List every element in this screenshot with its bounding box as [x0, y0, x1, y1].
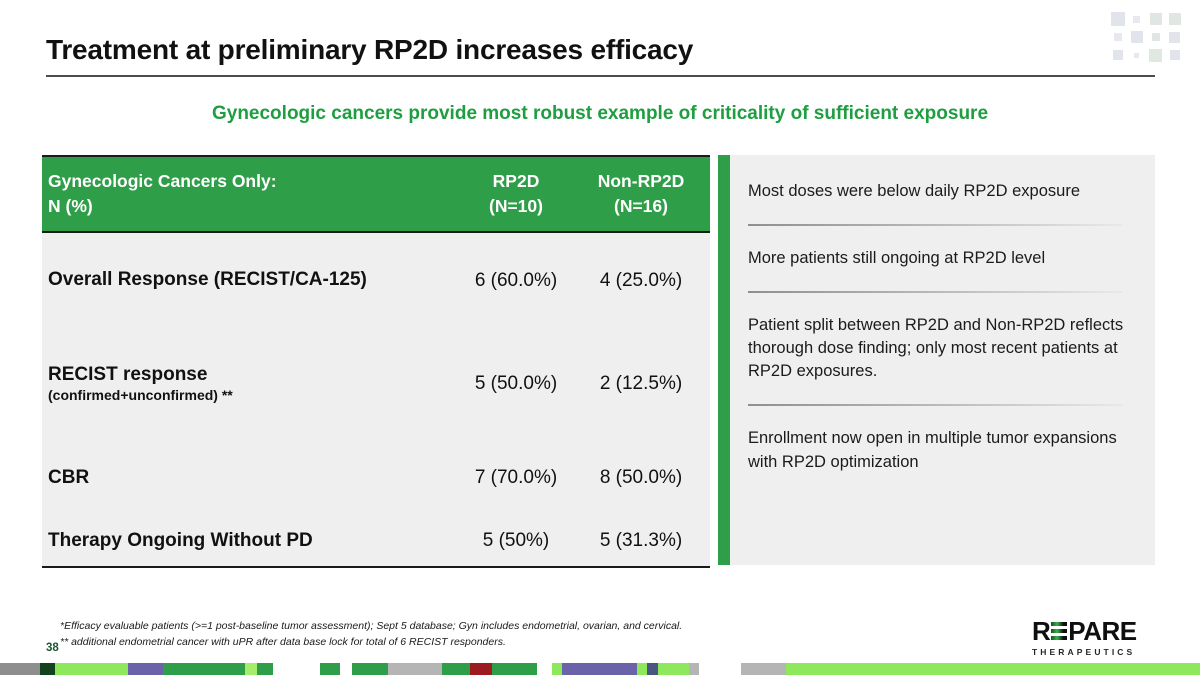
note-item: Patient split between RP2D and Non-RP2D … [748, 316, 1124, 381]
notes-panel: Most doses were below daily RP2D exposur… [718, 155, 1155, 565]
table-header-label-column: Gynecologic Cancers Only: N (%) [42, 169, 460, 220]
table-row: RECIST response (confirmed+unconfirmed) … [42, 328, 710, 440]
note-item: Enrollment now open in multiple tumor ex… [748, 429, 1117, 471]
note-divider [748, 404, 1124, 407]
note-divider [748, 291, 1124, 294]
notes-body: Most doses were below daily RP2D exposur… [730, 155, 1155, 565]
row-label: Overall Response (RECIST/CA-125) [48, 269, 367, 291]
table-header-nonrp2d-line1: Non-RP2D [597, 170, 685, 191]
note-item: More patients still ongoing at RP2D leve… [748, 249, 1046, 268]
corner-squares-decoration-icon [1108, 10, 1184, 64]
row-label: CBR [48, 466, 90, 488]
efficacy-table: Gynecologic Cancers Only: N (%) RP2D (N=… [42, 155, 710, 568]
row-rp2d-value: 7 (70.0%) [474, 467, 558, 488]
table-row: Therapy Ongoing Without PD 5 (50%) 5 (31… [42, 516, 710, 566]
row-nonrp2d-value: 5 (31.3%) [599, 530, 683, 551]
row-nonrp2d-value: 8 (50.0%) [599, 467, 683, 488]
logo-subtext: THERAPEUTICS [1032, 647, 1136, 657]
footnote-line: *Efficacy evaluable patients (>=1 post-b… [60, 620, 683, 632]
row-rp2d-value: 5 (50.0%) [474, 373, 558, 394]
logo-letters-pare: PARE [1068, 616, 1137, 646]
table-header-rp2d-column: RP2D (N=10) [460, 169, 572, 220]
logo-letter-r: R [1032, 616, 1051, 646]
repare-wordmark: R PARE [1032, 618, 1158, 644]
notes-accent-bar [718, 155, 730, 565]
table-body: Overall Response (RECIST/CA-125) 6 (60.0… [42, 233, 710, 568]
footnote-line: ** additional endometrial cancer with uP… [60, 635, 506, 648]
table-header-row: Gynecologic Cancers Only: N (%) RP2D (N=… [42, 155, 710, 233]
table-header-label-line2: N (%) [48, 196, 93, 216]
table-header-label-line1: Gynecologic Cancers Only: [48, 170, 277, 191]
note-divider [748, 224, 1124, 227]
title-block: Treatment at preliminary RP2D increases … [46, 34, 1155, 77]
repare-logo: R PARE THERAPEUTICS [1032, 618, 1158, 657]
page-number: 38 [46, 642, 59, 654]
table-header-rp2d-line2: (N=10) [489, 196, 543, 216]
table-header-nonrp2d-line2: (N=16) [614, 196, 668, 216]
row-nonrp2d-value: 2 (12.5%) [599, 373, 683, 394]
note-item: Most doses were below daily RP2D exposur… [748, 182, 1080, 200]
footnotes: *Efficacy evaluable patients (>=1 post-b… [60, 619, 682, 651]
bottom-color-bar [0, 663, 1200, 675]
table-header-rp2d-line1: RP2D [492, 170, 540, 191]
repare-logo-e-icon [1051, 621, 1068, 641]
row-rp2d-value: 6 (60.0%) [474, 269, 558, 291]
row-sublabel: (confirmed+unconfirmed) ** [48, 387, 233, 403]
slide-subtitle: Gynecologic cancers provide most robust … [211, 103, 989, 124]
table-header-nonrp2d-column: Non-RP2D (N=16) [572, 169, 710, 220]
table-row: CBR 7 (70.0%) 8 (50.0%) [42, 440, 710, 516]
row-label: RECIST response [48, 364, 208, 386]
table-row: Overall Response (RECIST/CA-125) 6 (60.0… [42, 233, 710, 328]
row-nonrp2d-value: 4 (25.0%) [599, 269, 683, 291]
page-title: Treatment at preliminary RP2D increases … [46, 34, 694, 65]
row-rp2d-value: 5 (50%) [482, 530, 550, 551]
row-label: Therapy Ongoing Without PD [48, 529, 313, 551]
